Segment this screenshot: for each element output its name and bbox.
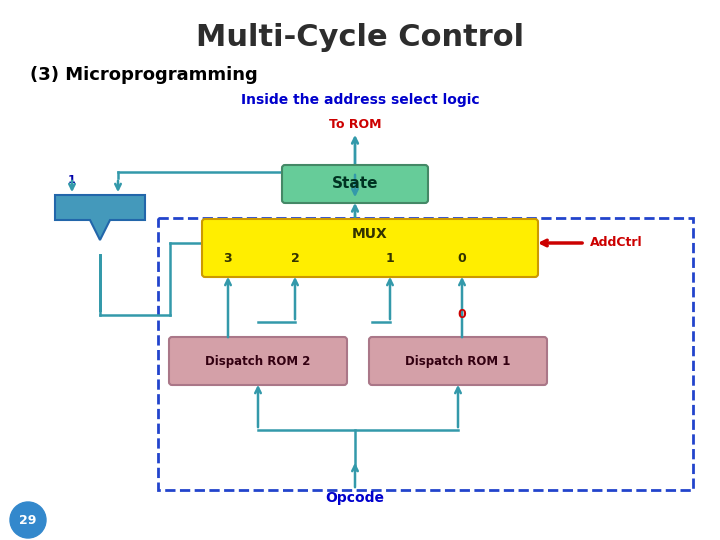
Text: 3: 3	[224, 252, 233, 265]
Text: 0: 0	[458, 308, 467, 321]
Text: 0: 0	[458, 252, 467, 265]
FancyBboxPatch shape	[369, 337, 547, 385]
Text: MUX: MUX	[352, 227, 388, 241]
Bar	[158, 218, 693, 490]
Circle shape	[10, 502, 46, 538]
Text: (3) Microprogramming: (3) Microprogramming	[30, 66, 258, 84]
Text: 2: 2	[291, 252, 300, 265]
FancyBboxPatch shape	[202, 219, 538, 277]
Text: Opcode: Opcode	[325, 491, 384, 505]
Text: Inside the address select logic: Inside the address select logic	[240, 93, 480, 107]
Text: State: State	[332, 177, 378, 192]
Text: To ROM: To ROM	[329, 118, 382, 132]
FancyBboxPatch shape	[282, 165, 428, 203]
Text: Dispatch ROM 2: Dispatch ROM 2	[205, 354, 311, 368]
Text: 1: 1	[68, 175, 76, 185]
Polygon shape	[55, 195, 145, 240]
Text: Multi-Cycle Control: Multi-Cycle Control	[196, 24, 524, 52]
Text: 1: 1	[386, 252, 395, 265]
Text: AddCtrl: AddCtrl	[590, 237, 643, 249]
FancyBboxPatch shape	[169, 337, 347, 385]
Text: Dispatch ROM 1: Dispatch ROM 1	[405, 354, 510, 368]
Text: 29: 29	[19, 514, 37, 526]
